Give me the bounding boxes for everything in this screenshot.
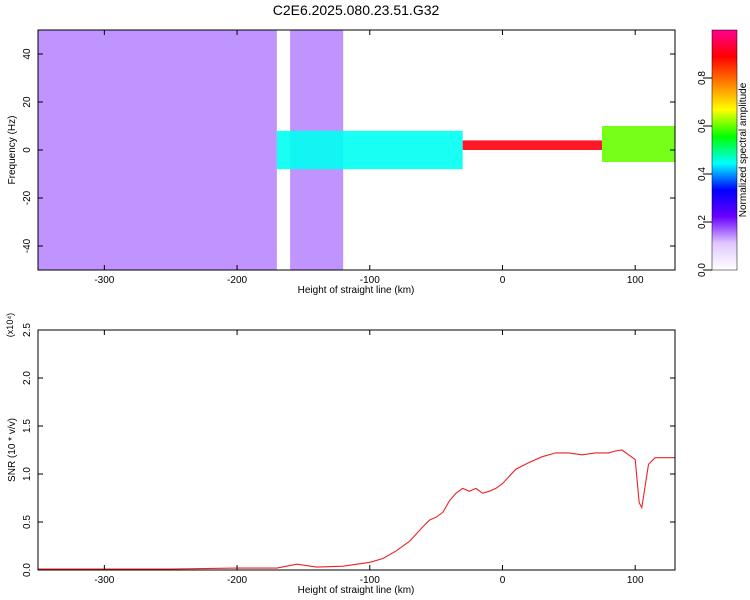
snr-x-axis-ticks: -300 -200 -100 0 100 [94,330,644,586]
snr-y-tick-label: 0.5 [22,515,33,529]
heatmap-y-tick-label: 0 [22,147,33,153]
figure-title: C2E6.2025.080.23.51.G32 [273,2,440,18]
snr-y-tick-label: 1.0 [22,467,33,481]
heatmap-x-tick-label: -100 [360,275,380,286]
colorbar-label: Normalized spectral amplitude [738,82,749,217]
snr-series-line [38,449,675,570]
colorbar-tick-label: 0.4 [697,167,708,181]
snr-x-tick-label: -200 [227,575,247,586]
heatmap-y-tick-label: -40 [22,238,33,253]
heatmap-y-tick-label: 20 [22,96,33,108]
heatmap-y-axis-label: Frequency (Hz) [7,116,18,185]
snr-y-tick-label: 1.5 [22,419,33,433]
snr-y-tick-label: 2.0 [22,371,33,385]
colorbar-tick-label: 0.6 [697,119,708,133]
snr-x-tick-label: -300 [94,575,114,586]
heatmap-x-tick-label: 0 [500,275,506,286]
heatmap-y-tick-label: 40 [22,48,33,60]
heatmap-cells [38,30,675,270]
snr-y-tick-label: 0.0 [22,563,33,577]
snr-plot-area [38,330,675,570]
colorbar-tick-label: 0.2 [697,215,708,229]
colorbar-tick-label: 0.8 [697,71,708,85]
heatmap-x-axis-ticks: -300 -200 -100 0 100 [94,30,644,286]
snr-x-tick-label: 100 [627,575,644,586]
snr-y-tick-label: 2.5 [22,323,33,337]
heatmap-x-tick-label: 100 [627,275,644,286]
colorbar-tick-label: 0.0 [697,263,708,277]
snr-y-axis-label: SNR (10 * v/v) [7,418,18,482]
colorbar-ticks: 0.0 0.2 0.4 0.6 0.8 [697,71,712,277]
snr-x-axis-label: Height of straight line (km) [298,585,415,596]
colorbar-gradient [711,29,738,271]
snr-y-multiplier-label: (x10⁴) [5,313,15,337]
colorbar: 0.0 0.2 0.4 0.6 0.8 Normalized spectral ampl… [697,29,749,277]
snr-x-tick-label: -100 [360,575,380,586]
heatmap-region-2 [276,130,463,170]
heatmap-region-3 [462,140,602,150]
heatmap-x-tick-label: -300 [94,275,114,286]
heatmap-x-axis-label: Height of straight line (km) [298,285,415,296]
heatmap-region-4 [602,126,675,162]
heatmap-region-0 [38,30,277,270]
snr-y-axis-ticks: 0.0 0.5 1.0 1.5 2.0 2.5 [22,323,675,577]
heatmap-y-tick-label: -20 [22,190,33,205]
snr-frame [37,329,676,571]
snr-x-tick-label: 0 [500,575,506,586]
heatmap-y-axis-ticks: -40 -20 0 20 40 [22,48,675,253]
heatmap-x-tick-label: -200 [227,275,247,286]
snr-panel: -300 -200 -100 0 100 0.0 0.5 1.0 1.5 2.0 2.5 Heig… [5,313,676,596]
